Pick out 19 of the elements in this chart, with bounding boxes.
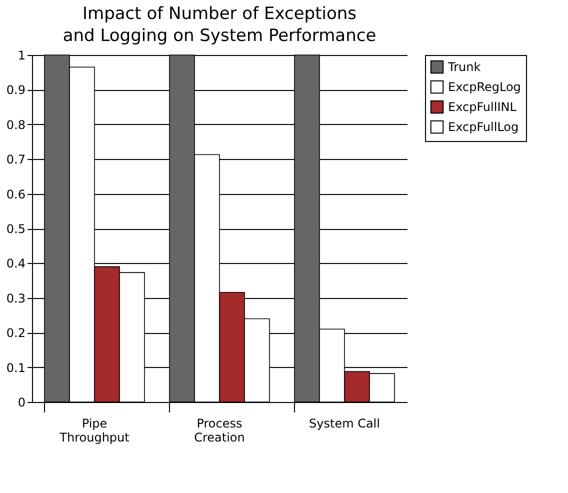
y-tick-label: 0: [18, 396, 26, 410]
legend-label: Trunk: [447, 60, 481, 74]
y-tick-label: 0.1: [6, 360, 26, 375]
y-tick-label: 0.8: [6, 118, 26, 132]
y-tick-label: 1: [18, 48, 26, 62]
x-tick-label: Pipe Throughput: [58, 416, 130, 444]
y-tick-label: 0.6: [6, 187, 26, 202]
x-tick-label: Process Creation: [194, 416, 245, 444]
y-tick-label: 0.5: [6, 222, 26, 236]
chart-title: Impact of Number of Exceptions and Logging on System Performance: [62, 4, 376, 46]
legend-label: ExcpFullINL: [448, 100, 517, 114]
x-tick-label: System Call: [309, 416, 380, 430]
y-tick-label: 0.3: [6, 291, 26, 306]
legend-label: ExcpFullLog: [448, 120, 519, 134]
y-tick-label: 0.2: [6, 326, 26, 340]
y-tick-label: 0.7: [6, 152, 26, 167]
legend-label: ExcpRegLog: [448, 80, 521, 94]
y-tick-label: 0.4: [6, 256, 26, 271]
y-tick-label: 0.9: [6, 83, 26, 98]
